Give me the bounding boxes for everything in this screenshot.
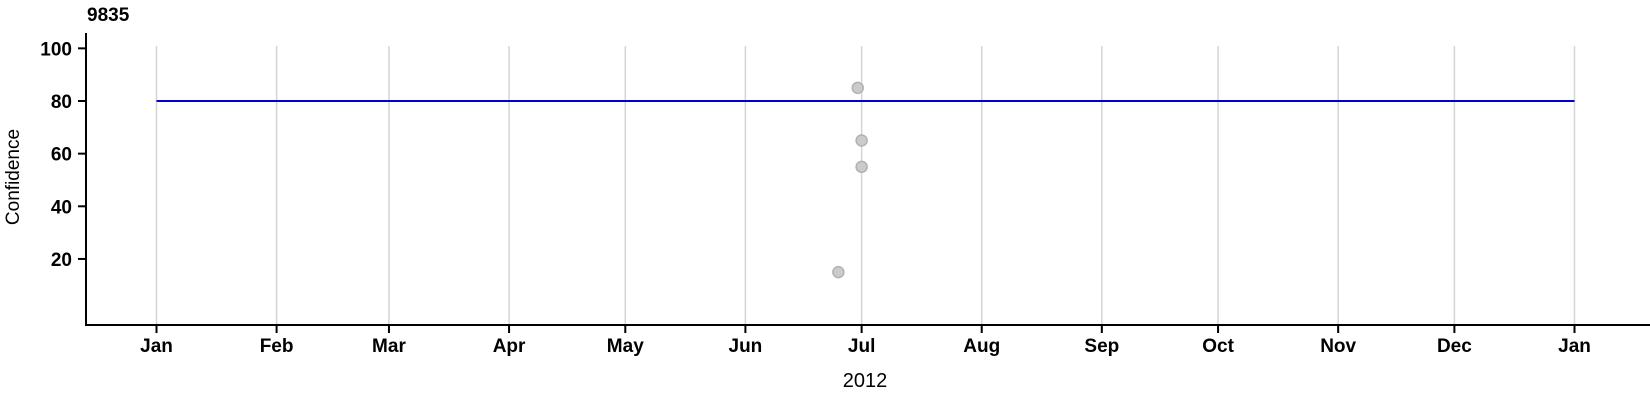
y-tick-label: 60 xyxy=(51,145,72,166)
y-tick-label: 40 xyxy=(51,197,72,218)
y-axis-title: Confidence xyxy=(3,128,24,226)
x-tick-label: Jan xyxy=(1558,336,1591,357)
data-point xyxy=(832,265,845,279)
x-tick-label: May xyxy=(607,336,644,357)
y-tick-label: 80 xyxy=(51,92,72,113)
x-tick-label: Nov xyxy=(1320,336,1356,357)
x-tick-label: Oct xyxy=(1202,336,1234,357)
x-tick-label: Sep xyxy=(1084,336,1119,357)
x-tick-label: Jan xyxy=(140,336,173,357)
y-tick-label: 100 xyxy=(40,39,72,60)
x-tick-label: Feb xyxy=(260,336,294,357)
x-tick-label: Apr xyxy=(493,336,526,357)
data-point xyxy=(851,81,865,95)
x-tick-label: Aug xyxy=(963,336,1000,357)
x-tick-label: Dec xyxy=(1437,336,1472,357)
x-tick-label: Mar xyxy=(372,336,406,357)
data-point xyxy=(855,134,868,147)
x-tick-label: Jul xyxy=(848,336,875,357)
x-tick-label: Jun xyxy=(729,336,763,357)
y-tick-label: 20 xyxy=(51,250,72,271)
chart-title: 9835 xyxy=(87,5,130,26)
data-point xyxy=(855,160,868,174)
x-axis-title: 2012 xyxy=(842,370,888,392)
